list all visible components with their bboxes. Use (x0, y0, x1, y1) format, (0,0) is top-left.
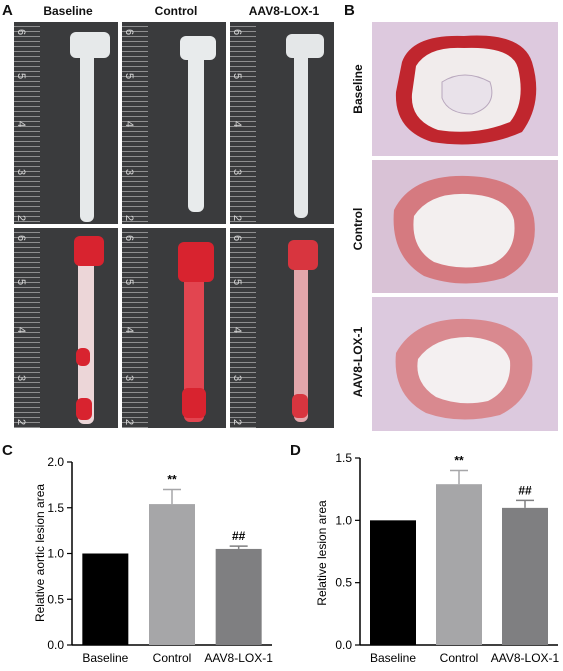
aorta-tissue (188, 36, 204, 212)
row-label-baseline: Baseline (351, 64, 365, 114)
bar-aav8-lox-1 (502, 507, 548, 645)
histology-drawing (372, 22, 558, 156)
y-tick-label: 1.0 (335, 513, 352, 527)
aorta-photo-control-unstained: 6 5 4 3 2 (122, 22, 226, 224)
x-tick-label: AAV8-LOX-1 (204, 651, 273, 665)
row-label-control: Control (351, 207, 365, 251)
ruler (14, 22, 40, 224)
panel-a-label: A (2, 2, 13, 19)
bar-control (436, 484, 482, 645)
bar-baseline (82, 553, 129, 645)
bar-baseline (370, 520, 416, 645)
significance-label: ** (167, 472, 177, 486)
column-header-baseline: Baseline (43, 4, 93, 18)
aorta-tissue (294, 34, 308, 218)
bar-chart-c: 0.0 0.5 1.0 1.5 2.0 Relative aortic lesion ar… (33, 455, 273, 665)
y-tick-label: 2.0 (47, 455, 64, 469)
bar-chart-d: 0.0 0.5 1.0 1.5 Relative lesion area Baseline… (315, 451, 560, 665)
histology-section-control (372, 160, 558, 293)
y-tick-label: 0.0 (335, 638, 352, 652)
column-header-control: Control (154, 4, 198, 18)
aorta-photo-baseline-stained: 6 5 4 3 2 (14, 228, 118, 428)
y-tick-label: 0.5 (335, 576, 352, 590)
bar-aav8-lox-1 (215, 548, 262, 645)
x-tick-label: AAV8-LOX-1 (491, 651, 560, 665)
panel-d-label: D (290, 442, 301, 459)
y-axis-label: Relative aortic lesion area (33, 484, 47, 622)
y-tick-label: 1.5 (47, 501, 64, 515)
aorta-tissue (78, 236, 94, 424)
aorta-photo-aav8-stained: 6 5 4 3 2 (230, 228, 334, 428)
aorta-tissue (80, 32, 94, 222)
histology-section-aav8-lox-1 (372, 297, 558, 431)
x-tick-label: Control (440, 651, 479, 665)
aorta-photo-control-stained: 6 5 4 3 2 (122, 228, 226, 428)
significance-label: ## (518, 483, 532, 497)
y-tick-label: 0.5 (47, 592, 64, 606)
row-label-aav8-lox-1: AAV8-LOX-1 (351, 326, 365, 398)
aorta-photo-baseline-unstained: 6 5 4 3 2 (14, 22, 118, 224)
significance-label: ## (232, 529, 246, 543)
significance-label: ** (454, 453, 464, 467)
y-tick-label: 0.0 (47, 638, 64, 652)
histology-section-baseline (372, 22, 558, 156)
x-tick-label: Control (153, 651, 192, 665)
aorta-tissue (184, 242, 204, 422)
aorta-photo-aav8-unstained: 6 5 4 3 2 (230, 22, 334, 224)
column-header-aav8-lox-1: AAV8-LOX-1 (248, 4, 320, 18)
y-axis-label: Relative lesion area (315, 500, 329, 606)
bar-control (149, 504, 195, 645)
panel-b-label: B (344, 2, 355, 19)
y-tick-label: 1.5 (335, 451, 352, 465)
panel-c-label: C (2, 442, 13, 459)
y-tick-label: 1.0 (47, 547, 64, 561)
x-tick-label: Baseline (370, 651, 416, 665)
x-tick-label: Baseline (82, 651, 128, 665)
aorta-tissue (294, 240, 308, 422)
